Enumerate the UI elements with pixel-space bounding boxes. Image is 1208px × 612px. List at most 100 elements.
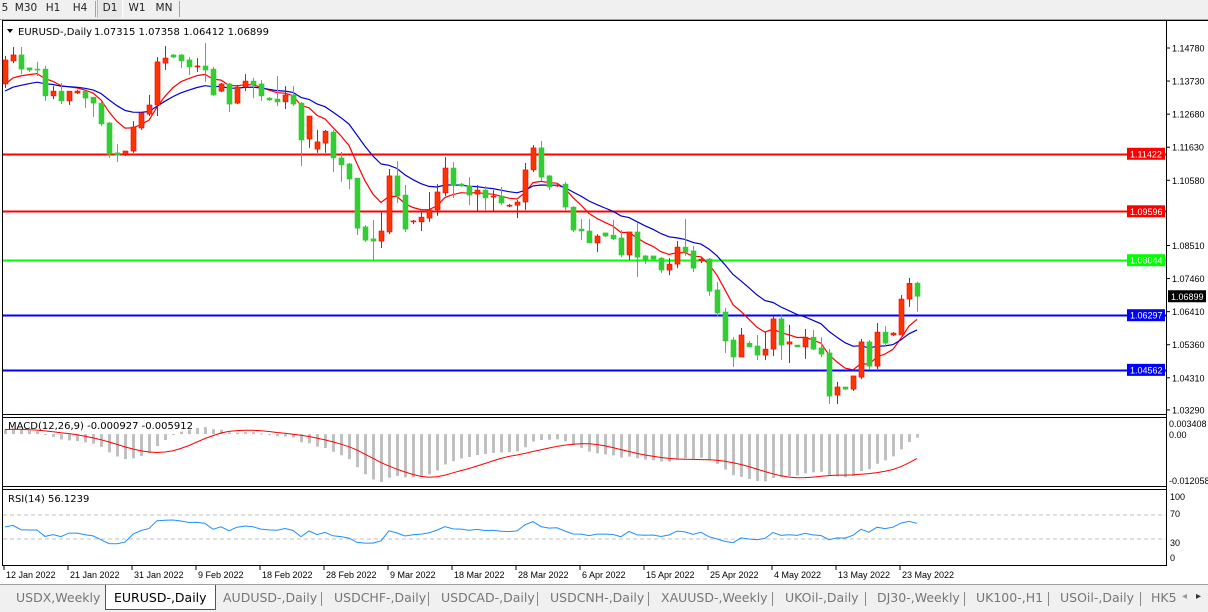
- macd-histogram-bar: [620, 434, 623, 458]
- timeframe-h1-button[interactable]: H1: [45, 2, 61, 14]
- candle: [242, 74, 249, 92]
- candle: [810, 329, 817, 351]
- candle-body: [474, 189, 481, 195]
- price-label-1.06297: 1.06297: [1130, 311, 1163, 321]
- macd-histogram-bar: [108, 434, 111, 453]
- macd-histogram-bar: [756, 434, 759, 481]
- tab-audusd-daily[interactable]: AUDUSD-,Daily: [223, 590, 318, 605]
- candle-body: [858, 341, 865, 378]
- macd-histogram-bar: [436, 434, 439, 471]
- candle: [34, 61, 41, 77]
- macd-histogram-bar: [4, 429, 7, 435]
- price-axis[interactable]: 1.14780 1.13730 1.12680 1.11630 1.10580 1.085…: [1166, 44, 1205, 416]
- collapse-triangle-icon[interactable]: [7, 29, 13, 33]
- date-tick-label: 18 Mar 2022: [454, 570, 505, 580]
- candle-body: [346, 163, 353, 180]
- macd-histogram-bar: [908, 434, 911, 443]
- candle-body: [674, 246, 681, 265]
- candle: [914, 281, 921, 312]
- date-tick-label: 28 Feb 2022: [326, 570, 377, 580]
- candle: [890, 332, 897, 336]
- date-tick-label: 31 Jan 2022: [134, 570, 184, 580]
- price-tick-label: 1.10580: [1172, 176, 1205, 186]
- macd-histogram-bar: [412, 434, 415, 478]
- candle: [834, 381, 841, 404]
- candle: [642, 254, 649, 265]
- candle: [386, 168, 393, 235]
- candle-body: [874, 331, 881, 367]
- candle-body: [170, 54, 177, 58]
- timeframe-mn-button[interactable]: MN: [155, 2, 173, 14]
- macd-histogram-bar: [28, 430, 31, 435]
- chart-symbol-period: EURUSD-,Daily: [18, 27, 92, 38]
- candle: [218, 82, 225, 93]
- macd-histogram-bar: [276, 434, 279, 437]
- macd-histogram-bar: [540, 434, 543, 441]
- price-label-box: [1127, 205, 1165, 218]
- candle-body: [154, 61, 161, 106]
- tab-ukoil-daily[interactable]: UKOil-,Daily: [785, 590, 859, 605]
- scroll-tabs-right-icon[interactable]: ▸: [1196, 591, 1202, 602]
- tab-dj30-weekly[interactable]: DJ30-,Weekly: [877, 590, 960, 605]
- candle: [82, 90, 89, 108]
- macd-tick-max: 0.003408: [1169, 419, 1207, 429]
- price-label-box: [1127, 147, 1165, 160]
- timeframe-w1-button[interactable]: W1: [128, 2, 146, 14]
- candle-body: [770, 318, 777, 350]
- candle: [690, 246, 697, 272]
- candle: [394, 161, 401, 203]
- candle-body: [634, 231, 641, 258]
- candle: [866, 340, 873, 370]
- candle: [378, 212, 385, 249]
- tab-usdx-weekly[interactable]: USDX,Weekly: [16, 590, 101, 605]
- macd-histogram-bar: [580, 434, 583, 449]
- candle: [762, 332, 769, 361]
- macd-histogram-bar: [612, 434, 615, 456]
- candle-body: [730, 339, 737, 358]
- price-label-1.06899: 1.06899: [1171, 292, 1204, 302]
- tab-usdcnh-daily[interactable]: USDCNH-,Daily: [550, 590, 645, 605]
- candle: [274, 76, 281, 106]
- candle: [770, 316, 777, 357]
- candle-body: [546, 175, 553, 188]
- tab-xauusd-weekly[interactable]: XAUUSD-,Weekly: [661, 590, 768, 605]
- macd-histogram-bar: [220, 429, 223, 435]
- tab-separator: [772, 592, 773, 606]
- macd-histogram-bar: [732, 434, 735, 476]
- candle-body: [610, 234, 617, 240]
- candle: [138, 112, 145, 130]
- tab-uk100-h1[interactable]: UK100-,H1: [976, 590, 1044, 605]
- candle-body: [186, 59, 193, 68]
- candle-body: [66, 90, 73, 102]
- timeframe-m5-button[interactable]: 5: [1, 2, 9, 14]
- macd-histogram-bar: [804, 434, 807, 474]
- candle: [90, 96, 97, 117]
- tab-usoil-daily[interactable]: USOil-,Daily: [1060, 590, 1134, 605]
- macd-histogram-bar: [868, 434, 871, 470]
- candle: [602, 232, 609, 237]
- macd-histogram-bar: [260, 433, 263, 435]
- timeframe-d1-button[interactable]: D1: [97, 0, 123, 18]
- tab-hk5[interactable]: HK5: [1151, 590, 1177, 605]
- macd-histogram-bar: [252, 432, 255, 435]
- chart-window[interactable]: 1.14780 1.13730 1.12680 1.11630 1.10580 1.085…: [0, 0, 1208, 584]
- price-tick-label: 1.14780: [1172, 44, 1205, 54]
- price-level-labels: 1.11422 1.09596 1.08044 1.06297 1.04562 1.068…: [1127, 147, 1206, 376]
- candle: [194, 58, 201, 72]
- candle: [754, 334, 761, 361]
- candle-body: [714, 289, 721, 314]
- timeframe-m30-button[interactable]: M30: [14, 2, 38, 14]
- tab-eurusd-daily[interactable]: EURUSD-,Daily: [105, 585, 216, 610]
- tab-usdcad-daily[interactable]: USDCAD-,Daily: [441, 590, 535, 605]
- macd-histogram-bar: [604, 434, 607, 455]
- candle: [26, 67, 33, 72]
- scroll-tabs-left-icon[interactable]: ◂: [1182, 591, 1188, 602]
- macd-histogram-bar: [820, 434, 823, 472]
- candle: [458, 183, 465, 187]
- tab-usdchf-daily[interactable]: USDCHF-,Daily: [334, 590, 427, 605]
- candle: [122, 150, 129, 157]
- timeframe-h4-button[interactable]: H4: [72, 2, 88, 14]
- candle: [410, 219, 417, 225]
- macd-histogram-bar: [164, 434, 167, 441]
- rsi-line: [4, 519, 918, 545]
